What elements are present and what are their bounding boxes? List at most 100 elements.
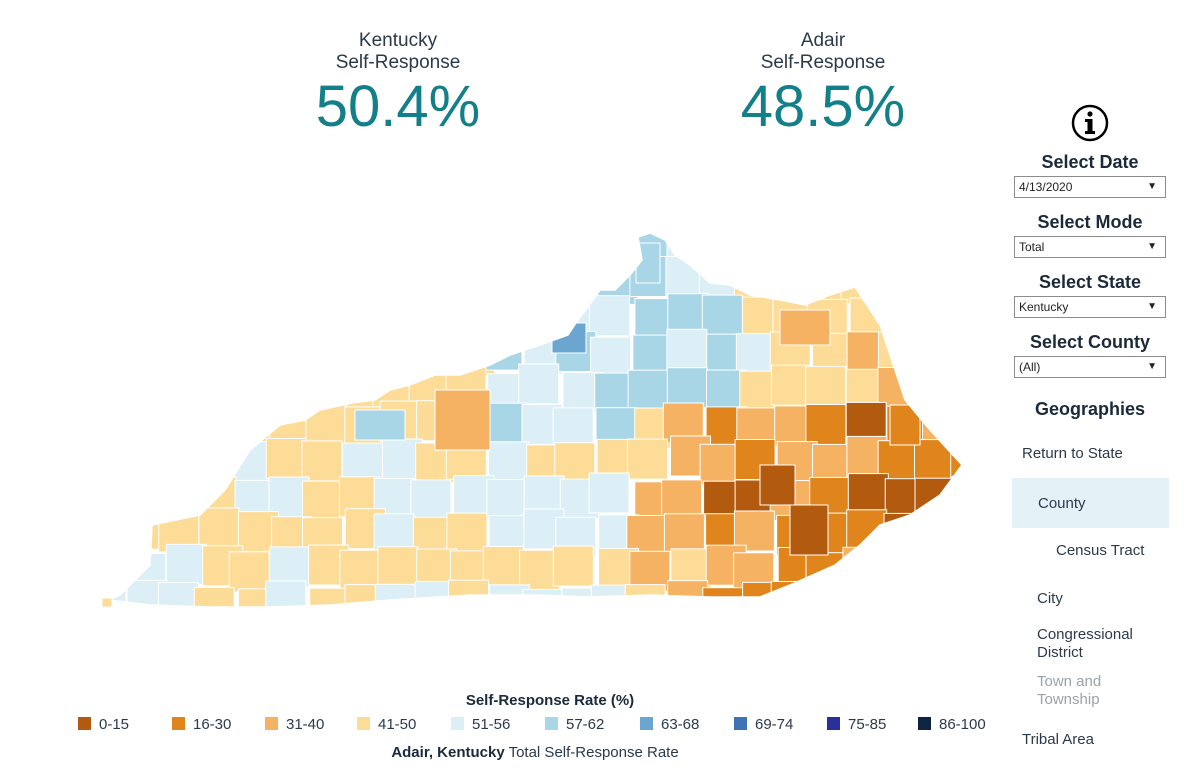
county-region[interactable] bbox=[666, 328, 708, 370]
county-region[interactable] bbox=[920, 336, 961, 378]
county-region[interactable] bbox=[300, 332, 342, 374]
county-region[interactable] bbox=[886, 543, 928, 585]
county-region[interactable] bbox=[193, 586, 235, 625]
county-region[interactable] bbox=[90, 548, 128, 590]
geo-tribal-area[interactable]: Tribal Area bbox=[1022, 731, 1094, 748]
county-region[interactable] bbox=[156, 258, 198, 300]
info-icon[interactable] bbox=[1070, 103, 1110, 143]
county-region[interactable] bbox=[165, 543, 207, 585]
county-region[interactable] bbox=[90, 515, 131, 557]
legend-item[interactable]: 86-100 bbox=[918, 716, 986, 733]
county-region[interactable] bbox=[375, 622, 415, 625]
county-region[interactable] bbox=[699, 443, 741, 485]
county-region[interactable] bbox=[922, 401, 963, 443]
county-region[interactable] bbox=[377, 546, 419, 588]
county-region[interactable] bbox=[269, 546, 311, 588]
county-region[interactable] bbox=[201, 296, 243, 338]
county-region[interactable] bbox=[235, 225, 277, 262]
county-region[interactable] bbox=[524, 257, 566, 299]
county-region[interactable] bbox=[703, 225, 744, 262]
county-region[interactable] bbox=[90, 402, 130, 444]
county-region[interactable] bbox=[958, 583, 970, 624]
county-region[interactable] bbox=[590, 336, 632, 378]
county-region[interactable] bbox=[128, 261, 169, 303]
county-region[interactable] bbox=[163, 332, 205, 374]
county-region[interactable] bbox=[526, 624, 566, 625]
county-region[interactable] bbox=[95, 264, 136, 306]
county-region[interactable] bbox=[410, 479, 452, 521]
county-region[interactable] bbox=[481, 622, 521, 625]
county-region[interactable] bbox=[951, 475, 970, 517]
county-region[interactable] bbox=[197, 402, 239, 443]
county-region[interactable] bbox=[759, 464, 796, 506]
select-mode-dropdown[interactable]: Total ▼ bbox=[1014, 236, 1166, 258]
county-region[interactable] bbox=[917, 587, 959, 625]
geo-town-and-township[interactable]: Town and Township bbox=[1037, 673, 1102, 708]
county-region[interactable] bbox=[774, 256, 816, 298]
county-region[interactable] bbox=[306, 225, 348, 266]
county-region[interactable] bbox=[733, 510, 775, 552]
county-region[interactable] bbox=[354, 409, 406, 441]
geo-return-to-state[interactable]: Return to State bbox=[1022, 445, 1123, 462]
county-region[interactable] bbox=[201, 328, 243, 370]
county-region[interactable] bbox=[448, 292, 490, 334]
county-region[interactable] bbox=[661, 479, 703, 521]
county-region[interactable] bbox=[666, 367, 708, 409]
legend-item[interactable]: 57-62 bbox=[545, 716, 604, 733]
county-region[interactable] bbox=[953, 545, 970, 587]
county-region[interactable] bbox=[733, 257, 775, 299]
county-region[interactable] bbox=[265, 580, 307, 621]
county-region[interactable] bbox=[157, 229, 199, 270]
county-region[interactable] bbox=[448, 579, 489, 620]
county-region[interactable] bbox=[667, 293, 709, 335]
county-region[interactable] bbox=[772, 227, 814, 268]
county-region[interactable] bbox=[228, 551, 270, 593]
county-region[interactable] bbox=[230, 331, 272, 373]
county-region[interactable] bbox=[377, 256, 419, 298]
county-region[interactable] bbox=[805, 260, 847, 302]
county-region[interactable] bbox=[160, 295, 202, 337]
county-region[interactable] bbox=[737, 225, 778, 262]
county-region[interactable] bbox=[522, 225, 563, 264]
county-region[interactable] bbox=[914, 439, 955, 481]
county-region[interactable] bbox=[849, 580, 891, 621]
county-region[interactable] bbox=[201, 624, 241, 626]
county-region[interactable] bbox=[90, 435, 127, 477]
county-region[interactable] bbox=[486, 479, 528, 520]
select-state-dropdown[interactable]: Kentucky ▼ bbox=[1014, 296, 1166, 318]
legend-item[interactable]: 31-40 bbox=[265, 716, 324, 733]
county-region[interactable] bbox=[842, 618, 882, 625]
county-region[interactable] bbox=[90, 331, 128, 373]
geo-census-tract[interactable]: Census Tract bbox=[1056, 542, 1145, 559]
county-region[interactable] bbox=[789, 504, 829, 556]
county-region[interactable] bbox=[305, 301, 347, 343]
county-region[interactable] bbox=[915, 545, 956, 586]
county-region[interactable] bbox=[235, 258, 277, 300]
county-region[interactable] bbox=[264, 259, 306, 301]
county-region[interactable] bbox=[877, 367, 919, 408]
county-region[interactable] bbox=[884, 293, 926, 335]
county-region[interactable] bbox=[886, 583, 928, 624]
county-region[interactable] bbox=[267, 365, 309, 407]
county-region[interactable] bbox=[301, 440, 343, 482]
legend-item[interactable]: 75-85 bbox=[827, 716, 886, 733]
county-region[interactable] bbox=[446, 512, 488, 554]
county-region[interactable] bbox=[90, 292, 127, 334]
legend-item[interactable]: 16-30 bbox=[172, 716, 231, 733]
county-region[interactable] bbox=[344, 623, 384, 625]
county-region[interactable] bbox=[417, 337, 459, 378]
county-region[interactable] bbox=[306, 365, 348, 407]
county-region[interactable] bbox=[90, 474, 131, 516]
county-region[interactable] bbox=[589, 295, 630, 337]
county-region[interactable] bbox=[122, 225, 164, 265]
county-region[interactable] bbox=[302, 480, 343, 522]
county-region[interactable] bbox=[883, 258, 925, 300]
county-region[interactable] bbox=[233, 365, 275, 407]
county-region[interactable] bbox=[663, 513, 705, 555]
legend-item[interactable]: 0-15 bbox=[78, 716, 129, 733]
county-region[interactable] bbox=[123, 508, 165, 550]
county-region[interactable] bbox=[265, 334, 307, 376]
county-region[interactable] bbox=[552, 407, 594, 449]
county-region[interactable] bbox=[482, 546, 524, 587]
county-region[interactable] bbox=[881, 225, 922, 265]
